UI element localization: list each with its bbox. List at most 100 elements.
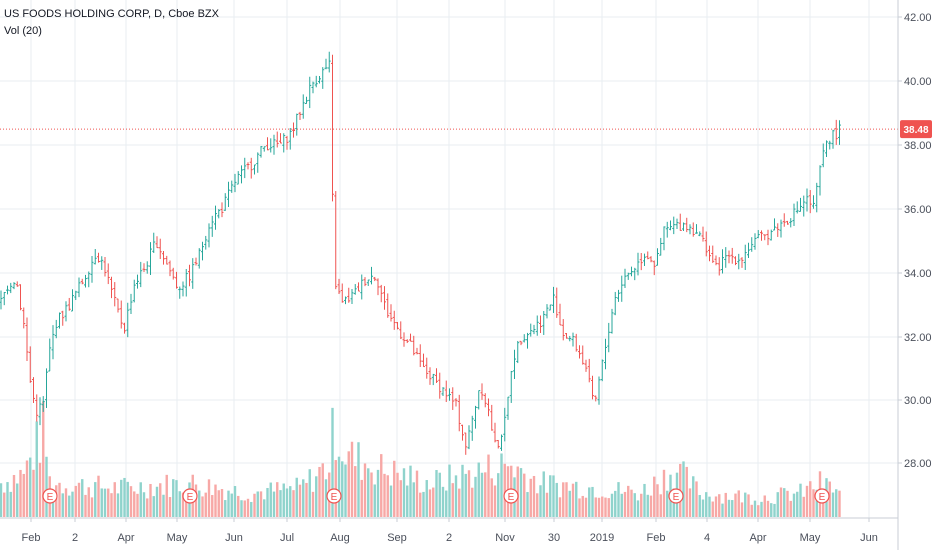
earnings-marker — [503, 488, 519, 504]
volume-bar — [58, 482, 61, 517]
x-tick-label: Feb — [22, 532, 41, 544]
volume-bar — [412, 482, 415, 517]
volume-bar — [659, 494, 662, 517]
volume-bar — [230, 493, 233, 517]
volume-bar — [705, 492, 708, 517]
volume-bar — [123, 477, 126, 517]
volume-bar — [493, 485, 497, 517]
earnings-marker — [814, 488, 830, 504]
volume-bar — [623, 491, 627, 517]
volume-bar — [487, 454, 490, 517]
volume-bar — [458, 488, 461, 517]
y-tick-label: 34.00 — [904, 268, 932, 280]
volume-bar — [620, 493, 623, 517]
volume-bar — [220, 489, 224, 517]
volume-bar — [464, 473, 467, 517]
volume-bar — [97, 475, 100, 517]
volume-bar — [35, 421, 38, 517]
volume-bar — [149, 483, 152, 517]
volume-bar — [688, 488, 692, 517]
volume-bar — [552, 475, 555, 517]
volume-bar — [181, 492, 185, 517]
volume-bar — [308, 469, 311, 517]
volume-bar — [490, 478, 493, 517]
volume-bar — [480, 472, 484, 517]
volume-bar — [386, 475, 389, 517]
volume-bar — [25, 460, 29, 517]
volume-bar — [633, 493, 636, 517]
x-tick-label: May — [167, 532, 188, 544]
volume-bar — [321, 463, 324, 517]
volume-bar — [113, 482, 116, 517]
volume-bar — [146, 498, 149, 517]
x-tick-label: 2 — [446, 532, 452, 544]
volume-bar — [461, 464, 464, 517]
volume-bar — [701, 499, 705, 517]
chart-legend: US FOODS HOLDING CORP, D, Cboe BZX Vol (… — [4, 6, 219, 40]
volume-bar — [266, 487, 269, 517]
y-tick-label: 42.00 — [904, 12, 932, 24]
last-price-label: 38.48 — [903, 125, 928, 136]
volume-bar — [760, 501, 763, 517]
volume-bar — [344, 464, 347, 517]
volume-bar — [110, 493, 113, 517]
volume-bar — [649, 495, 653, 517]
volume-bar — [263, 499, 266, 517]
volume-bar — [45, 456, 48, 517]
volume-bar — [380, 454, 383, 517]
volume-bar — [445, 490, 448, 517]
volume-bar — [588, 487, 591, 517]
volume-bar — [646, 494, 649, 517]
volume-bar — [409, 465, 412, 517]
volume-bar — [204, 492, 207, 517]
last-price-badge — [900, 120, 932, 139]
volume-bar — [269, 482, 272, 517]
volume-bar — [279, 490, 282, 517]
volume-bar — [734, 493, 737, 517]
volume-bar — [38, 462, 42, 517]
volume-bar — [604, 497, 607, 517]
volume-bar — [737, 490, 740, 517]
volume-bar — [292, 490, 295, 517]
volume-bar — [324, 479, 328, 517]
volume-bar — [597, 497, 601, 517]
volume-bar — [643, 483, 646, 517]
volume-bar — [802, 496, 805, 517]
volume-bar — [334, 460, 337, 517]
volume-bar — [136, 493, 139, 517]
volume-bar — [724, 492, 727, 517]
volume-bar — [831, 492, 835, 517]
volume-bar — [441, 486, 445, 517]
volume-bar — [90, 497, 94, 517]
volume-bar — [282, 483, 285, 517]
volume-bar — [64, 488, 68, 517]
volume-bar — [500, 453, 503, 517]
volume-bar — [617, 482, 620, 517]
volume-bar — [545, 492, 549, 517]
volume-bar — [237, 495, 240, 517]
x-tick-label: Apr — [749, 532, 766, 544]
volume-bar — [727, 499, 731, 517]
volume-bar — [835, 489, 838, 517]
volume-bar — [100, 488, 103, 517]
volume-bar — [529, 478, 532, 517]
volume-bar — [311, 491, 315, 517]
x-tick-label: 2019 — [590, 532, 614, 544]
earnings-marker-label: E — [819, 492, 826, 503]
volume-bar — [302, 479, 305, 517]
volume-bar — [448, 464, 451, 517]
volume-bar — [422, 491, 425, 517]
volume-bar — [162, 494, 165, 517]
volume-bar — [393, 460, 396, 517]
x-tick-label: Apr — [117, 532, 134, 544]
volume-bar — [0, 483, 3, 517]
volume-bar — [77, 482, 81, 517]
volume-bar — [406, 485, 409, 517]
symbol-title: US FOODS HOLDING CORP, D, Cboe BZX — [4, 8, 219, 20]
volume-bar — [783, 488, 786, 517]
volume-bar — [562, 482, 565, 517]
volume-bar — [315, 476, 318, 517]
x-tick-label: Jul — [280, 532, 294, 544]
